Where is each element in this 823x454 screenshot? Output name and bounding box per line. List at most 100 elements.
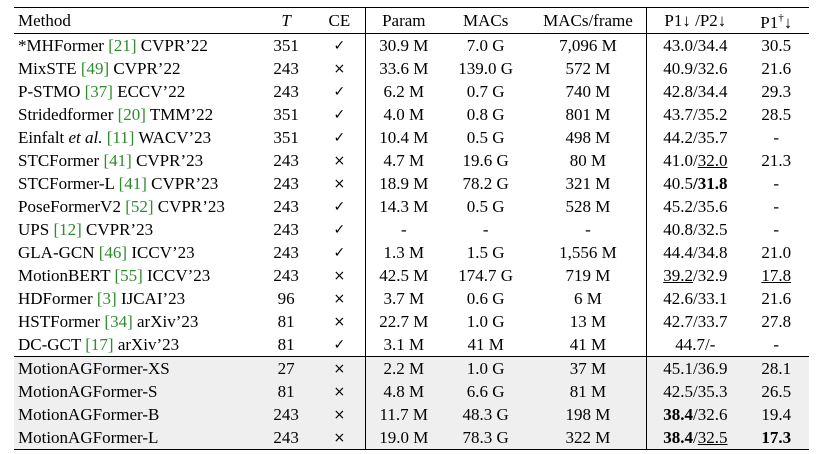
macs-frame-cell: 322 M (530, 426, 647, 450)
method-venue: ICCV’23 (127, 243, 195, 262)
our-methods-body: MotionAGFormer-XS 27 × 2.2 M 1.0 G 37 M 45.1/3… (14, 356, 809, 450)
frames-cell: 243 (259, 426, 314, 450)
citation-link[interactable]: [21] (108, 36, 137, 55)
method-venue: IJCAI’23 (116, 289, 186, 308)
frames-cell: 243 (259, 403, 314, 426)
macs-frame-cell-value: 37 M (569, 359, 607, 378)
frames-cell: 96 (259, 287, 314, 310)
macs-cell: 1.0 G (442, 357, 530, 381)
method-venue: CVPR’23 (146, 174, 219, 193)
header-p1-text: P1 (760, 13, 779, 32)
p1-dagger-cell-value: - (773, 128, 780, 147)
citation-link[interactable]: [52] (125, 197, 154, 216)
citation-link[interactable]: [37] (84, 82, 113, 101)
table-row: *MHFormer [21] CVPR’22 351 ✓ 30.9 M 7.0 G 7,0… (14, 33, 809, 58)
p1-value: 43.7 (663, 105, 693, 124)
p1-dagger-cell: 19.4 (743, 403, 809, 426)
p1-dagger-cell-value: 27.8 (761, 312, 792, 331)
prior-methods-body: *MHFormer [21] CVPR’22 351 ✓ 30.9 M 7.0 G 7,0… (14, 33, 809, 357)
table-row: P-STMO [37] ECCV’22 243 ✓ 6.2 M 0.7 G 740 M 42… (14, 80, 809, 103)
p1-dagger-cell-value: 21.3 (761, 151, 792, 170)
p2-value: 33.1 (697, 289, 728, 308)
citation-link[interactable]: [55] (114, 266, 143, 285)
citation-link[interactable]: [12] (53, 220, 82, 239)
param-cell: 33.6 M (364, 57, 442, 80)
citation-link[interactable]: [46] (98, 243, 128, 262)
param-cell-value: 30.9 M (379, 36, 429, 55)
citation-link[interactable]: [34] (104, 312, 133, 331)
method-cell: P-STMO [37] ECCV’22 (14, 80, 259, 103)
p1-value: 39.2 (663, 266, 693, 285)
p1-p2-separator: / (693, 405, 698, 424)
ce-cell: ✓ (314, 103, 366, 126)
citation-link[interactable]: [11] (106, 128, 135, 147)
method-name: MotionAGFormer-B (18, 405, 160, 424)
ce-cell-value: × (333, 314, 346, 330)
p2-value: 34.8 (697, 243, 728, 262)
p1-value: 44.4 (663, 243, 693, 262)
p1-dagger-cell-value: 21.0 (761, 243, 792, 262)
p2-value: 32.9 (697, 266, 728, 285)
method-cell: Einfalt et al. [11] WACV’23 (14, 126, 259, 149)
macs-frame-cell: 81 M (530, 380, 647, 403)
p1-p2-cell: 45.2/35.6 (646, 195, 744, 218)
p1-dagger-cell-value: - (773, 174, 780, 193)
param-cell: 4.8 M (364, 380, 442, 403)
citation-link[interactable]: [41] (118, 174, 147, 193)
macs-cell: 6.6 G (442, 380, 530, 403)
table-row: Einfalt et al. [11] WACV’23 351 ✓ 10.4 M 0.5… (14, 126, 809, 149)
method-name: STCFormer-L (18, 174, 119, 193)
param-cell: 4.7 M (364, 149, 442, 172)
frames-cell: 81 (259, 333, 314, 357)
ce-cell: ✓ (314, 333, 366, 357)
method-name: Stridedformer (18, 105, 118, 124)
macs-cell: 1.0 G (442, 310, 530, 333)
macs-frame-cell: 41 M (530, 333, 647, 357)
p1-dagger-cell-value: - (773, 220, 780, 239)
param-cell: 42.5 M (364, 264, 442, 287)
citation-link[interactable]: [41] (103, 151, 132, 170)
frames-cell-value: 81 (277, 312, 295, 331)
frames-cell: 243 (259, 264, 314, 287)
frames-cell: 351 (259, 126, 314, 149)
frames-cell-value: 351 (273, 128, 299, 147)
table-row: Stridedformer [20] TMM’22 351 ✓ 4.0 M 0.8 G 8… (14, 103, 809, 126)
ce-cell: × (314, 57, 366, 80)
p1-p2-separator: / (705, 335, 710, 354)
p1-dagger-cell-value: 19.4 (761, 405, 792, 424)
citation-link[interactable]: [49] (80, 59, 110, 78)
macs-cell-value: 1.5 G (466, 243, 505, 262)
frames-cell: 351 (259, 103, 314, 126)
macs-frame-cell-value: 81 M (569, 382, 607, 401)
macs-frame-cell: 1,556 M (530, 241, 647, 264)
macs-cell: 48.3 G (442, 403, 530, 426)
p1-p2-cell: 40.9/32.6 (646, 57, 744, 80)
citation-link[interactable]: [3] (96, 289, 117, 308)
macs-cell-value: 174.7 G (458, 266, 514, 285)
param-cell: 14.3 M (364, 195, 442, 218)
method-name: MotionAGFormer-L (18, 428, 159, 447)
citation-link[interactable]: [20] (117, 105, 146, 124)
method-cell: Stridedformer [20] TMM’22 (14, 103, 259, 126)
method-cell: MixSTE [49] CVPR’22 (14, 57, 259, 80)
p1-value: 43.0 (663, 36, 693, 55)
citation-link[interactable]: [17] (85, 335, 114, 354)
macs-frame-cell-value: 719 M (565, 266, 611, 285)
method-venue: arXiv’23 (132, 312, 199, 331)
p1-p2-cell: 44.2/35.7 (646, 126, 744, 149)
ce-cell: ✓ (314, 34, 366, 58)
frames-cell: 81 (259, 380, 314, 403)
p1-value: 40.9 (663, 59, 693, 78)
p1-p2-separator: / (693, 220, 698, 239)
frames-cell-value: 96 (277, 289, 295, 308)
param-cell-value: 18.9 M (379, 174, 429, 193)
p2-value: 35.2 (697, 105, 728, 124)
param-cell: 6.2 M (364, 80, 442, 103)
macs-frame-cell-value: 801 M (565, 105, 611, 124)
p1-p2-cell: 45.1/36.9 (646, 356, 744, 380)
p2-value: 32.0 (697, 151, 728, 170)
ce-cell-value: × (333, 384, 346, 400)
macs-cell: 0.8 G (442, 103, 530, 126)
macs-frame-cell: 572 M (530, 57, 647, 80)
ce-cell: ✓ (314, 218, 366, 241)
